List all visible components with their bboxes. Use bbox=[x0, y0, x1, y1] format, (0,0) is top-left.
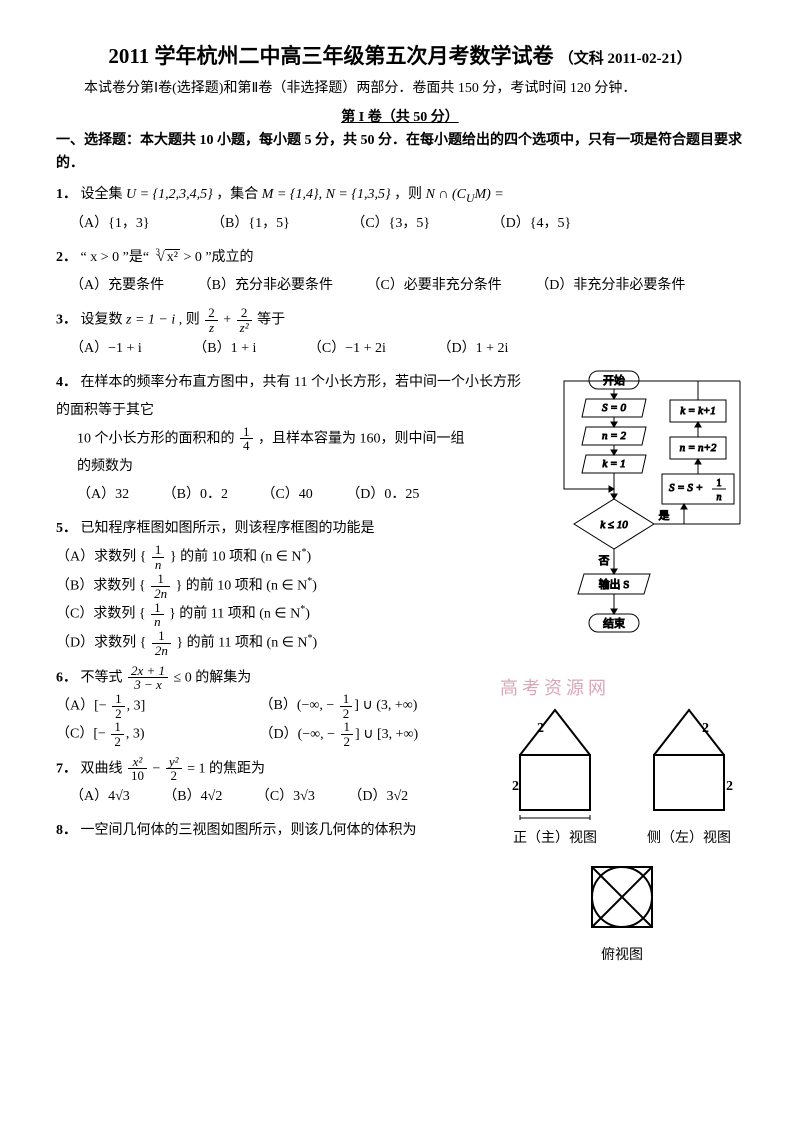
q2-root: 3√x² bbox=[153, 244, 180, 272]
q1-opt-c: （C）{3，5} bbox=[351, 210, 430, 238]
q2-post: > 0 ”成立的 bbox=[183, 250, 253, 265]
svg-text:输出 S: 输出 S bbox=[599, 577, 630, 591]
q4-line1: 在样本的频率分布直方图中，共有 11 个小长方形，若中间一个小长方形的面积等于其… bbox=[56, 375, 521, 418]
q3-opt-d: （D）1 + 2i bbox=[437, 335, 508, 363]
q3-zdef: z = 1 − i bbox=[126, 313, 175, 328]
q2-opt-b: （B）充分非必要条件 bbox=[198, 272, 333, 300]
svg-text:k = k+1: k = k+1 bbox=[680, 405, 716, 417]
svg-text:开始: 开始 bbox=[603, 373, 625, 387]
svg-text:结束: 结束 bbox=[603, 617, 625, 630]
q2-opt-d: （D）非充分非必要条件 bbox=[535, 272, 685, 300]
q1-expr: N ∩ (CUM) = bbox=[426, 187, 504, 202]
svg-text:k = 1: k = 1 bbox=[602, 458, 625, 470]
svg-text:S = 0: S = 0 bbox=[602, 402, 626, 414]
q3-frac2: 2z² bbox=[237, 306, 252, 334]
q1-opt-b: （B）{1，5} bbox=[211, 210, 290, 238]
q6-pre: 不等式 bbox=[81, 670, 127, 685]
q3-opt-b: （B）1 + i bbox=[193, 335, 256, 363]
q2-num: 2． bbox=[56, 250, 77, 265]
q7-num: 7． bbox=[56, 761, 77, 776]
q3-num: 3． bbox=[56, 313, 77, 328]
q5-text: 已知程序框图如图所示，则该程序框图的功能是 bbox=[81, 521, 375, 536]
q7-opt-b: （B）4√2 bbox=[163, 783, 222, 811]
flowchart-figure: 开始 S = 0 n = 2 k = 1 k ≤ 10 是 S = S + bbox=[534, 369, 744, 674]
q2-opt-c: （C）必要非充分条件 bbox=[366, 272, 501, 300]
q6-num: 6． bbox=[56, 670, 77, 685]
question-1: 1． 设全集 U = {1,2,3,4,5} ，集合 M = {1,4}, N … bbox=[56, 181, 744, 238]
svg-text:n = 2: n = 2 bbox=[602, 430, 626, 442]
q1-set-u: U = {1,2,3,4,5} bbox=[126, 187, 213, 202]
question-3: 3． 设复数 z = 1 − i , 则 2z + 2z² 等于 （A）−1 +… bbox=[56, 306, 744, 362]
q2-options: （A）充要条件 （B）充分非必要条件 （C）必要非充分条件 （D）非充分非必要条… bbox=[70, 272, 744, 300]
q7-pre: 双曲线 bbox=[81, 761, 127, 776]
svg-text:n: n bbox=[717, 492, 722, 503]
question-2: 2． “ x > 0 ”是“ 3√x² > 0 ”成立的 （A）充要条件 （B）… bbox=[56, 244, 744, 300]
q7-opt-a: （A）4√3 bbox=[70, 783, 130, 811]
front-view: 2 2 正（主）视图 bbox=[500, 700, 610, 847]
q4-num: 4． bbox=[56, 375, 77, 390]
q2-opt-a: （A）充要条件 bbox=[70, 272, 164, 300]
q8-text: 一空间几何体的三视图如图所示，则该几何体的体积为 bbox=[81, 823, 417, 838]
q5-num: 5． bbox=[56, 521, 77, 536]
q7-post: = 1 的焦距为 bbox=[187, 761, 265, 776]
q6-post: ≤ 0 的解集为 bbox=[174, 670, 252, 685]
svg-text:1: 1 bbox=[717, 478, 722, 489]
q8-num: 8． bbox=[56, 823, 77, 838]
svg-text:否: 否 bbox=[599, 555, 610, 567]
three-views: 2 2 正（主）视图 2 2 侧（左）视图 bbox=[500, 700, 744, 964]
svg-text:是: 是 bbox=[659, 509, 670, 522]
svg-text:2: 2 bbox=[537, 721, 544, 736]
q3-opt-a: （A）−1 + i bbox=[70, 335, 142, 363]
svg-text:k ≤ 10: k ≤ 10 bbox=[600, 519, 628, 531]
q4-opt-c: （C）40 bbox=[261, 481, 312, 509]
q4-frac: 14 bbox=[240, 425, 253, 453]
svg-text:2: 2 bbox=[726, 779, 733, 794]
q3-post: 等于 bbox=[257, 313, 285, 328]
side-view: 2 2 侧（左）视图 bbox=[634, 700, 744, 847]
q7-opt-c: （C）3√3 bbox=[256, 783, 315, 811]
exam-page: 2011 学年杭州二中高三年级第五次月考数学试卷 （文科 2011-02-21）… bbox=[0, 0, 800, 871]
q1-options: （A）{1，3} （B）{1，5} （C）{3，5} （D）{4，5} bbox=[70, 210, 744, 238]
watermark-text: 高考资源网 bbox=[500, 674, 744, 700]
q1-mid1: ，集合 bbox=[216, 187, 262, 202]
q1-num: 1． bbox=[56, 187, 77, 202]
q1-pre: 设全集 bbox=[81, 187, 127, 202]
svg-text:n = n+2: n = n+2 bbox=[680, 442, 717, 454]
flowchart-svg: 开始 S = 0 n = 2 k = 1 k ≤ 10 是 S = S + bbox=[534, 369, 744, 669]
q3-pre: 设复数 bbox=[81, 313, 127, 328]
title-main: 2011 学年杭州二中高三年级第五次月考数学试卷 bbox=[108, 44, 553, 68]
q4-opt-a: （A）32 bbox=[77, 481, 129, 509]
page-title: 2011 学年杭州二中高三年级第五次月考数学试卷 （文科 2011-02-21） bbox=[56, 40, 744, 70]
q4-opt-b: （B）0．2 bbox=[163, 481, 228, 509]
q7-opt-d: （D）3√2 bbox=[348, 783, 408, 811]
intro-text: 本试卷分第Ⅰ卷(选择题)和第Ⅱ卷（非选择题）两部分．卷面共 150 分，考试时间… bbox=[56, 78, 744, 100]
q1-opt-d: （D）{4，5} bbox=[492, 210, 572, 238]
q2-pre: “ x > 0 ”是“ bbox=[81, 250, 153, 265]
svg-text:2: 2 bbox=[512, 779, 519, 794]
q6-frac: 2x + 13 − x bbox=[128, 664, 168, 692]
svg-text:2: 2 bbox=[702, 721, 709, 736]
q4-opt-d: （D）0．25 bbox=[346, 481, 419, 509]
title-sub: （文科 2011-02-21） bbox=[559, 51, 692, 67]
q3-frac1: 2z bbox=[205, 306, 218, 334]
q1-set-m: M = {1,4}, N = {1,3,5} bbox=[262, 187, 391, 202]
svg-text:S = S +: S = S + bbox=[669, 482, 703, 494]
q3-opt-c: （C）−1 + 2i bbox=[308, 335, 386, 363]
q3-mid: , 则 bbox=[179, 313, 204, 328]
top-view: 俯视图 bbox=[500, 857, 744, 964]
q1-opt-a: （A）{1，3} bbox=[70, 210, 150, 238]
right-figures: 高考资源网 2 2 bbox=[500, 674, 744, 964]
section1-header: 一、选择题：本大题共 10 小题，每小题 5 分，共 50 分．在每小题给出的四… bbox=[56, 130, 744, 175]
q3-options: （A）−1 + i （B）1 + i （C）−1 + 2i （D）1 + 2i bbox=[70, 335, 744, 363]
q1-mid2: ，则 bbox=[394, 187, 426, 202]
part1-header: 第 I 卷（共 50 分） bbox=[56, 106, 744, 126]
